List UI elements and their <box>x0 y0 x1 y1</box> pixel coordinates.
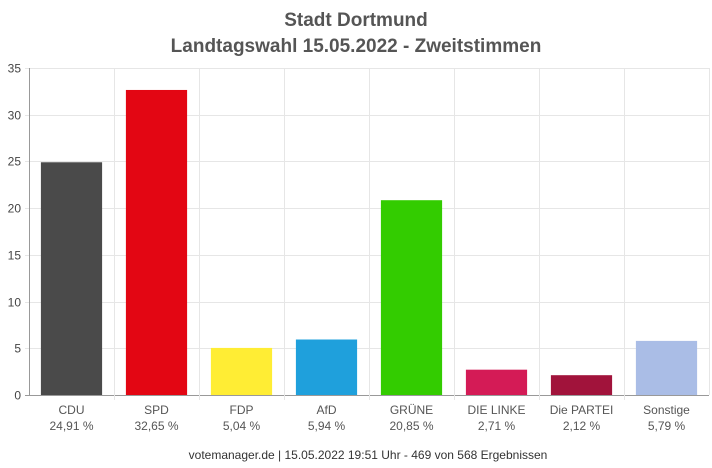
value-label: 5,94 % <box>308 419 346 433</box>
value-label: 2,71 % <box>478 419 516 433</box>
bar-die-partei[interactable] <box>550 375 613 395</box>
category-labels: CDU 24,91 % SPD 32,65 % FDP 5,04 % AfD 5,94 % GR… <box>49 403 690 433</box>
bar-spd[interactable] <box>125 89 188 395</box>
y-tick-label: 20 <box>8 202 22 216</box>
chart-title: Stadt Dortmund <box>284 10 428 31</box>
value-label: 2,12 % <box>563 419 601 433</box>
y-tick-label: 35 <box>8 62 22 76</box>
chart-subtitle: Landtagswahl 15.05.2022 - Zweitstimmen <box>171 36 542 57</box>
y-tick-label: 30 <box>8 109 22 123</box>
value-label: 32,65 % <box>134 419 178 433</box>
category-label: Die PARTEI <box>550 403 614 417</box>
bar-die-linke[interactable] <box>465 369 528 395</box>
category-label: CDU <box>59 403 85 417</box>
value-label: 24,91 % <box>49 419 93 433</box>
value-label: 5,79 % <box>648 419 686 433</box>
category-label: DIE LINKE <box>467 403 525 417</box>
chart-footer: votemanager.de | 15.05.2022 19:51 Uhr - … <box>189 448 548 462</box>
bar-cdu[interactable] <box>40 162 103 395</box>
category-label: FDP <box>230 403 254 417</box>
y-tick-label: 10 <box>8 296 22 310</box>
y-tick-label: 15 <box>8 249 22 263</box>
bars <box>40 89 698 395</box>
value-label: 20,85 % <box>389 419 433 433</box>
category-label: SPD <box>144 403 169 417</box>
category-label: AfD <box>316 403 336 417</box>
y-tick-label: 25 <box>8 155 22 169</box>
category-label: Sonstige <box>643 403 690 417</box>
bar-fdp[interactable] <box>210 347 273 395</box>
y-tick-label: 5 <box>14 342 21 356</box>
bar-gr-ne[interactable] <box>380 200 443 395</box>
y-tick-label: 0 <box>14 389 21 403</box>
value-label: 5,04 % <box>223 419 261 433</box>
category-label: GRÜNE <box>390 403 433 417</box>
grid: 0 5 10 15 20 25 30 35 <box>8 62 710 403</box>
bar-sonstige[interactable] <box>635 340 698 395</box>
bar-afd[interactable] <box>295 339 358 395</box>
